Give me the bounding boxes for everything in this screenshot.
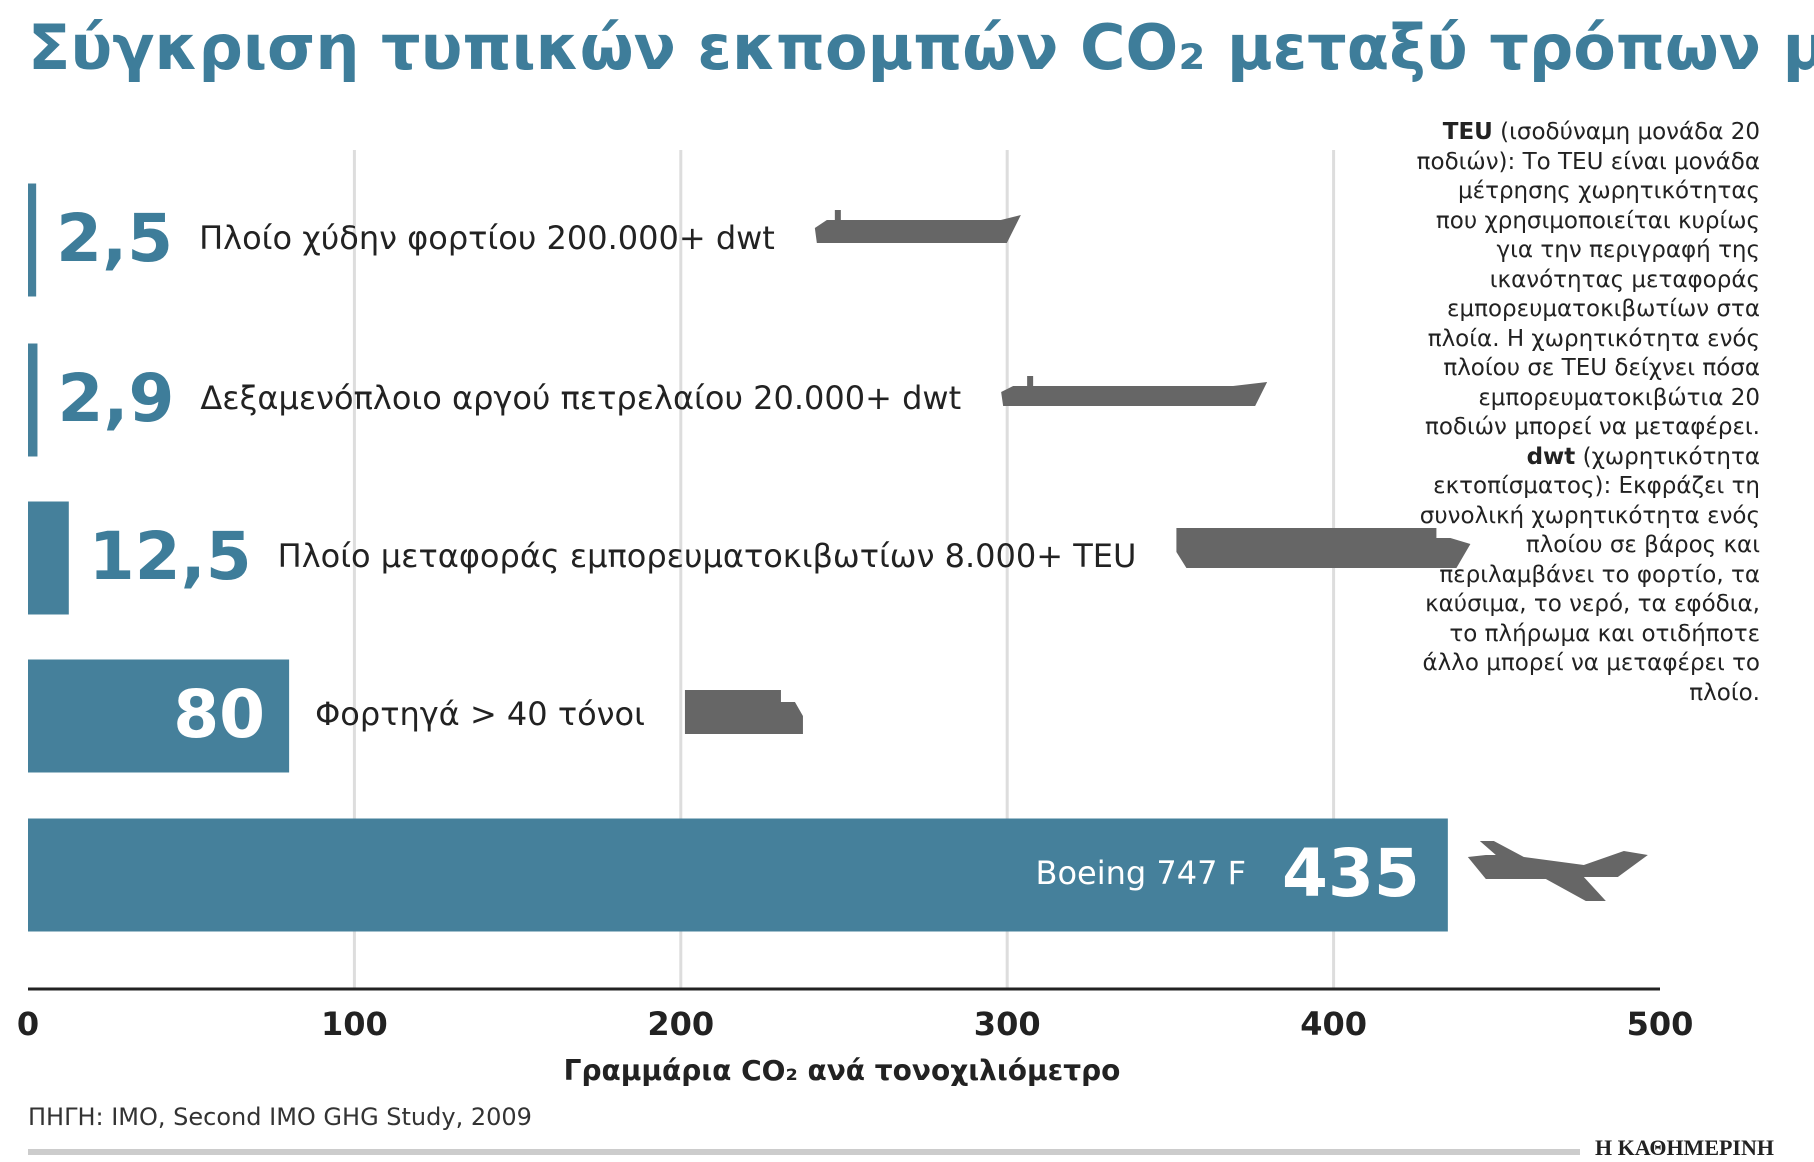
value-label: 2,9 (57, 360, 174, 437)
value-label: 435 (1282, 835, 1420, 912)
x-tick-label: 400 (1300, 1005, 1367, 1043)
icon (1176, 528, 1471, 568)
icon (1467, 841, 1648, 901)
icon (814, 210, 1021, 243)
category-label: Πλοίο μεταφοράς εμπορευματοκιβωτίων 8.00… (278, 537, 1137, 575)
bar (28, 659, 290, 773)
x-tick-label: 200 (647, 1005, 714, 1043)
category-label: Φορτηγά > 40 τόνοι (315, 695, 645, 733)
category-label: Δεξαμενόπλοιο αργού πετρελαίου 20.000+ d… (200, 379, 961, 417)
bar (28, 183, 37, 297)
icon (1001, 376, 1268, 406)
x-axis-label: Γραμμάρια CO₂ ανά τονοχιλιόμετρο (564, 1054, 1121, 1087)
value-label: 80 (173, 676, 265, 753)
source: ΠΗΓΗ: IMO, Second IMO GHG Study, 2009 (28, 1103, 532, 1131)
x-tick-label: 100 (321, 1005, 388, 1043)
icon (684, 690, 803, 734)
category-label: Πλοίο χύδην φορτίου 200.000+ dwt (199, 219, 775, 257)
chart-title: Σύγκριση τυπικών εκπομπών CO₂ μεταξύ τρό… (28, 11, 1814, 84)
bar (28, 501, 69, 615)
x-tick-label: 300 (974, 1005, 1041, 1043)
note-term: TEU (1442, 119, 1493, 145)
value-label: 12,5 (89, 518, 252, 595)
x-tick-label: 0 (17, 1005, 39, 1043)
x-tick-label: 500 (1627, 1005, 1694, 1043)
icons (684, 210, 1648, 901)
note: TEU (ισοδύναμη μονάδα 20 ποδιών): Το TEU… (1410, 118, 1760, 708)
note-teu: TEU (ισοδύναμη μονάδα 20 ποδιών): Το TEU… (1410, 118, 1760, 443)
value-label: 2,5 (56, 200, 173, 277)
category-label: Boeing 747 F (1036, 854, 1247, 892)
note-dwt: dwt (χωρητικότητα εκτοπίσματος): Εκφράζε… (1410, 443, 1760, 709)
publisher: Η ΚΑΘΗΜΕΡΙΝΗ (1595, 1135, 1774, 1160)
note-text: (ισοδύναμη μονάδα 20 ποδιών): Το TEU είν… (1416, 119, 1760, 440)
bar (28, 818, 1448, 932)
bar (28, 343, 38, 457)
note-term: dwt (1526, 443, 1576, 470)
note-text: (χωρητικότητα εκτοπίσματος): Εκφράζει τη… (1419, 443, 1760, 706)
